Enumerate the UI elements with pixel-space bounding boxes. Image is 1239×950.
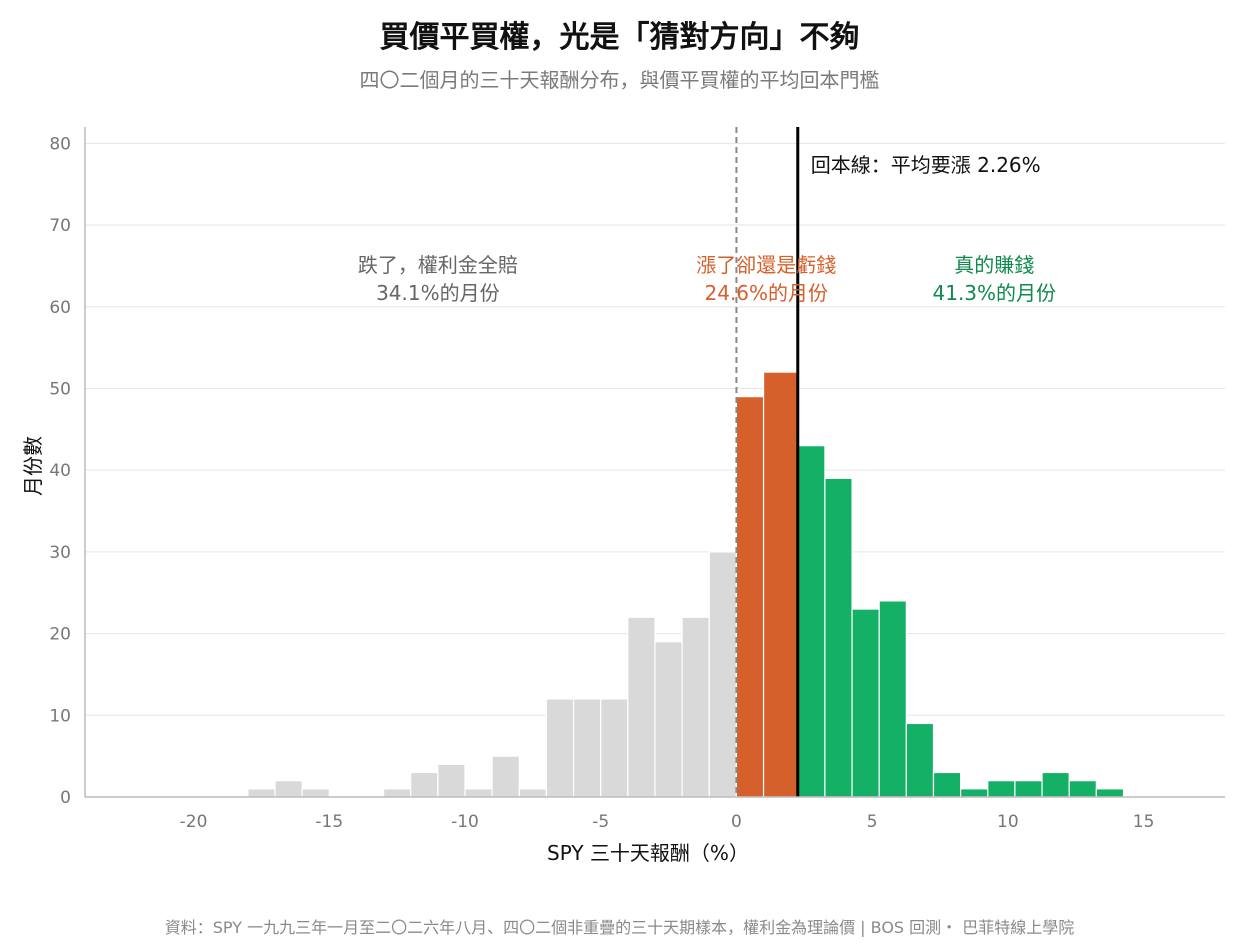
histogram-bar: [1014, 780, 1043, 798]
x-tick-label: 5: [867, 812, 878, 832]
annotation-up_but_lose-share: 24.6%的月份: [705, 281, 829, 305]
tick-labels: 0 10 20 30 40 50 60 70 80 -20 -15 -10 -5 0 5 10 15: [49, 134, 1154, 832]
annotations: 跌了，權利金全賠 34.1%的月份 漲了卻還是虧錢 24.6%的月份 真的賺錢 41.3%…: [358, 253, 1056, 305]
histogram-bar: [491, 755, 520, 798]
histogram-bar: [681, 616, 710, 798]
annotation-profit-share: 41.3%的月份: [933, 281, 1057, 305]
y-tick-label: 30: [49, 543, 71, 563]
y-tick-label: 70: [49, 216, 71, 236]
y-tick-label: 50: [49, 379, 71, 399]
axes: [84, 127, 1225, 798]
source-note: 資料：SPY 一九九三年一月至二〇二六年八月、四〇二個非重疊的三十天期樣本，權利…: [164, 918, 1075, 937]
histogram-bar: [382, 788, 412, 798]
histogram-bar: [545, 698, 575, 798]
histogram-bar: [247, 788, 276, 798]
x-tick-label: -15: [315, 812, 343, 832]
y-tick-label: 0: [60, 788, 71, 808]
histogram-bar: [627, 616, 656, 798]
histogram-bar: [437, 763, 466, 798]
histogram-bars: [247, 371, 1125, 798]
histogram-bar: [960, 788, 989, 798]
histogram-bar: [762, 371, 799, 798]
x-tick-label: 15: [1133, 812, 1155, 832]
histogram-bar: [518, 788, 548, 798]
histogram-bar: [735, 396, 765, 798]
histogram-bar: [1041, 771, 1070, 798]
x-axis-title: SPY 三十天報酬（%）: [547, 841, 749, 865]
histogram-bar: [654, 641, 683, 798]
histogram-bar: [274, 780, 303, 798]
breakeven-label: 回本線：平均要漲 2.26%: [811, 153, 1041, 177]
y-axis-title: 月份數: [21, 436, 45, 496]
chart-subtitle: 四〇二個月的三十天報酬分布，與價平買權的平均回本門檻: [359, 68, 880, 92]
y-tick-label: 20: [49, 625, 71, 645]
histogram-bar: [464, 788, 493, 798]
y-tick-label: 40: [49, 461, 71, 481]
histogram-bar: [1068, 780, 1097, 798]
y-tick-label: 80: [49, 134, 71, 154]
annotation-up_but_lose-title: 漲了卻還是虧錢: [696, 253, 836, 277]
x-tick-label: -20: [180, 812, 208, 832]
histogram-bar: [797, 445, 826, 798]
histogram-bar: [932, 771, 962, 798]
histogram-bar: [1095, 788, 1125, 798]
y-tick-label: 10: [49, 706, 71, 726]
histogram-bar: [410, 771, 439, 798]
annotation-loss-title: 跌了，權利金全賠: [358, 253, 518, 277]
x-tick-label: -10: [451, 812, 479, 832]
x-tick-label: 0: [731, 812, 742, 832]
histogram-bar: [987, 780, 1016, 798]
reference-lines: 回本線：平均要漲 2.26%: [735, 127, 1041, 797]
chart-title: 買價平買權，光是「猜對方向」不夠: [379, 20, 860, 55]
histogram-bar: [824, 477, 853, 798]
histogram-bar: [301, 788, 330, 798]
x-tick-label: -5: [592, 812, 609, 832]
histogram-bar: [572, 698, 602, 798]
histogram-bar: [851, 608, 880, 798]
annotation-loss-share: 34.1%的月份: [376, 281, 500, 305]
histogram-bar: [708, 551, 738, 798]
histogram-bar: [878, 600, 907, 798]
histogram-bar: [600, 698, 629, 798]
histogram-bar: [905, 722, 935, 798]
annotation-profit-title: 真的賺錢: [954, 253, 1034, 277]
x-tick-label: 10: [997, 812, 1019, 832]
y-tick-label: 60: [49, 298, 71, 318]
